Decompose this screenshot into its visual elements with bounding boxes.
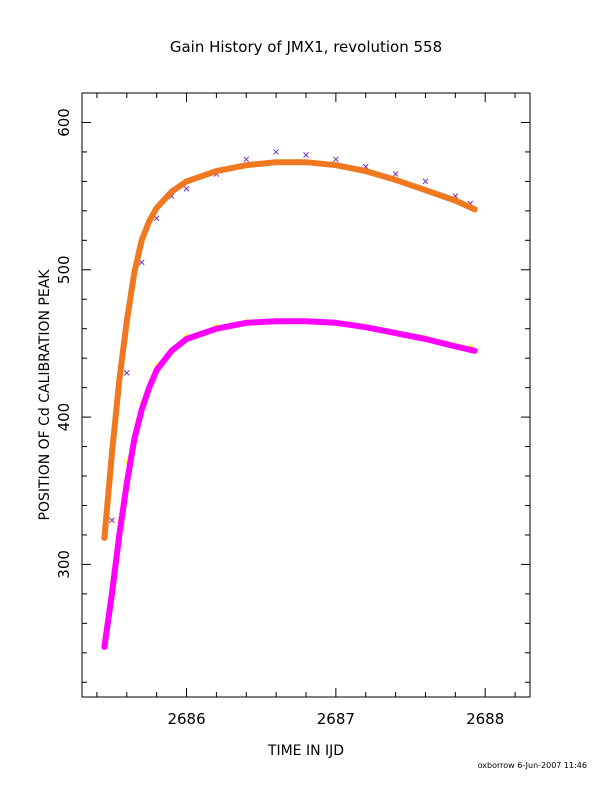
fit-curve-1 [101,159,478,541]
x-tick-label: 2688 [466,710,504,728]
data-point [273,149,279,155]
data-point [109,517,115,524]
fit-curve-3 [101,318,478,650]
y-axis-label: POSITION OF Cd CALIBRATION PEAK [37,269,53,521]
x-tick-label: 2687 [317,710,355,728]
chart-title: Gain History of JMX1, revolution 558 [170,38,442,56]
y-axis: 300 400 500 600 [55,108,530,683]
y-tick-label: 600 [55,108,73,137]
data-point [333,156,339,163]
data-point [392,171,399,177]
x-axis-label: TIME IN IJD [267,743,344,759]
y-tick-label: 500 [55,255,73,284]
plot-area [101,149,478,650]
footer-credit: oxborrow 6-Jun-2007 11:46 [478,761,587,770]
data-point [243,156,250,163]
x-tick-label: 2686 [167,710,205,728]
data-point [303,152,309,158]
y-tick-label: 400 [55,403,73,432]
y-tick-label: 300 [55,550,73,579]
data-point [183,185,190,192]
data-point [123,370,130,376]
data-point [422,178,429,185]
x-axis: 2686 2687 2688 [96,93,516,728]
